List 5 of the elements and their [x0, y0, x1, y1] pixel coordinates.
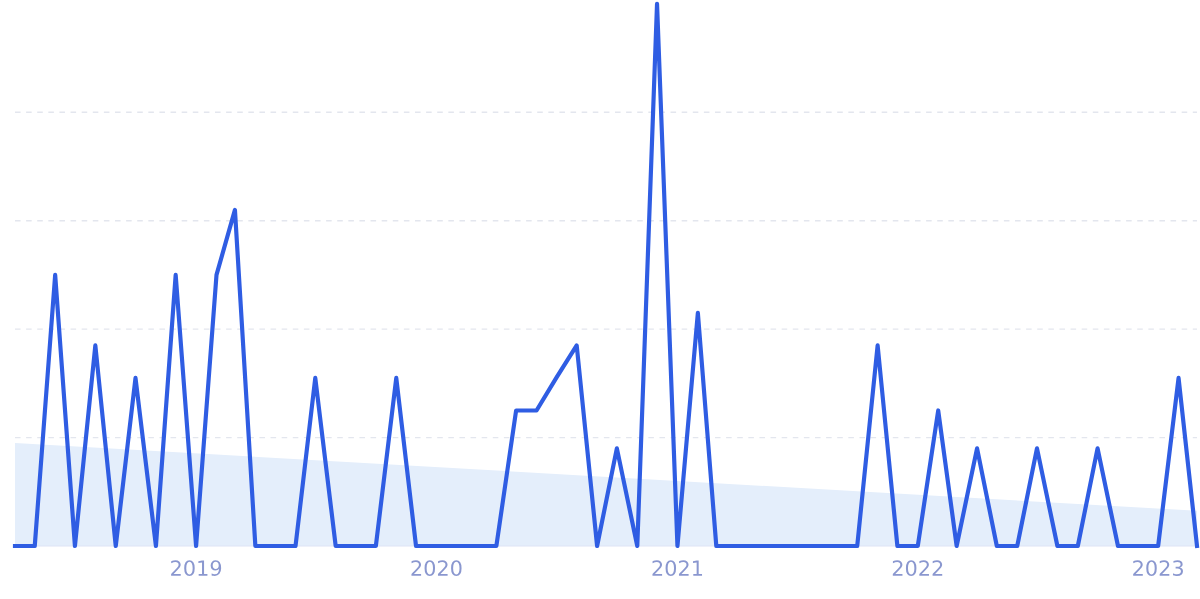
- x-tick-label: 2021: [652, 560, 703, 576]
- x-tick-label: 2023: [1133, 560, 1183, 576]
- x-tick-label: 2020: [411, 560, 462, 576]
- x-tick-label: 2019: [171, 560, 222, 576]
- x-tick-label: 2022: [892, 560, 943, 576]
